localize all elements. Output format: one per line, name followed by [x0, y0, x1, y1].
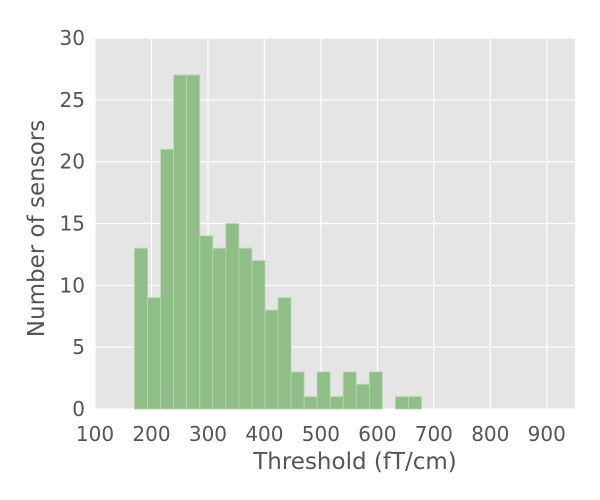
histogram-bar [199, 235, 214, 410]
histogram-bar [368, 371, 383, 410]
y-tick-label: 0 [72, 397, 85, 421]
x-tick-label: 600 [358, 422, 396, 446]
x-axis-label: Threshold (fT/cm) [252, 449, 457, 475]
x-tick-label: 800 [471, 422, 509, 446]
x-tick-label: 900 [528, 422, 566, 446]
histogram-bar [290, 371, 305, 410]
histogram-bar [147, 297, 162, 410]
histogram-bar [160, 148, 175, 410]
histogram-bar [186, 74, 201, 410]
histogram-bar [264, 309, 279, 410]
histogram-bar [329, 396, 344, 410]
x-tick-label: 200 [132, 422, 170, 446]
histogram-bar [395, 396, 409, 410]
histogram-bar [212, 247, 227, 410]
y-tick-label: 30 [60, 26, 85, 50]
y-tick-label: 5 [72, 335, 85, 359]
x-tick-label: 300 [189, 422, 227, 446]
histogram-bar [134, 247, 148, 410]
histogram-bar [277, 297, 292, 410]
histogram-bar [316, 371, 331, 410]
histogram-bar [225, 223, 240, 410]
x-tick-label: 500 [302, 422, 340, 446]
histogram-bar [355, 383, 370, 410]
x-tick-label: 100 [76, 422, 114, 446]
x-tick-label: 700 [415, 422, 453, 446]
x-tick-label: 400 [245, 422, 283, 446]
y-tick-labels: 0 5 10 15 20 25 30 [60, 26, 85, 421]
y-tick-label: 25 [60, 88, 85, 112]
histogram-bar [342, 371, 357, 410]
x-tick-labels: 100 200 300 400 500 600 700 800 900 [76, 422, 566, 446]
histogram-bars [134, 74, 422, 410]
histogram-bar [173, 74, 188, 410]
histogram-bar [303, 396, 318, 410]
histogram-bar [408, 396, 422, 410]
y-tick-label: 10 [60, 273, 85, 297]
histogram-bar [238, 247, 253, 410]
y-axis-label: Number of sensors [24, 120, 50, 337]
y-tick-label: 20 [60, 150, 85, 174]
y-tick-label: 15 [60, 212, 85, 236]
histogram-bar [251, 260, 266, 410]
